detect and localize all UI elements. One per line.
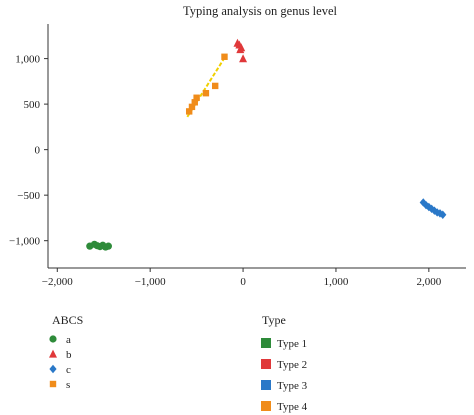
data-point: [221, 53, 228, 60]
x-tick-label: 2,000: [416, 276, 441, 288]
data-point: [191, 99, 198, 106]
legend-marker: [49, 380, 57, 388]
legend-swatch: [261, 359, 271, 369]
chart-title: Typing analysis on genus level: [183, 4, 337, 18]
data-point: [239, 54, 248, 63]
legend-label: Type 1: [277, 338, 307, 350]
legend-color: Type Type 1 Type 2 Type 3 Type 4: [261, 313, 308, 413]
data-point: [188, 103, 196, 111]
y-tick-label: −500: [17, 190, 40, 202]
data-point: [425, 202, 433, 212]
data-point: [236, 45, 245, 54]
x-tick-label: −2,000: [42, 276, 73, 288]
legend-marker: [49, 335, 57, 343]
data-point: [193, 94, 200, 101]
legend-label: s: [66, 379, 70, 391]
legend-color-title: Type: [262, 313, 286, 327]
data-point: [185, 108, 193, 115]
legend-label: c: [66, 364, 71, 376]
y-tick-label: −1,000: [9, 236, 40, 248]
axes: −2,000 −1,000 0 1,000 2,000 −1,000 −500 0 500 1,0…: [9, 24, 466, 288]
y-tick-label: 1,000: [15, 54, 40, 66]
legend-label: Type 4: [277, 401, 308, 413]
y-tick-label: 500: [24, 99, 41, 111]
x-tick-label: −1,000: [135, 276, 166, 288]
legend-shape-title: ABCS: [52, 313, 83, 327]
data-point: [212, 82, 219, 90]
data-point: [104, 242, 112, 250]
fit-lines: [186, 54, 445, 218]
legend-label: Type 3: [277, 380, 308, 392]
data-points: [86, 38, 447, 251]
legend-label: a: [66, 334, 71, 346]
legend-marker: [49, 349, 57, 358]
legend-swatch: [261, 401, 271, 411]
legend-label: Type 2: [277, 359, 307, 371]
data-point: [436, 209, 444, 218]
legend-swatch: [261, 338, 271, 348]
data-point: [422, 200, 430, 210]
legend-label: b: [66, 349, 72, 361]
data-point: [439, 210, 447, 219]
x-tick-label: 0: [240, 276, 246, 288]
y-tick-label: 0: [35, 145, 41, 157]
data-point: [202, 89, 210, 97]
x-tick-label: 1,000: [324, 276, 349, 288]
legend-marker: [49, 364, 57, 374]
legend-swatch: [261, 380, 271, 390]
